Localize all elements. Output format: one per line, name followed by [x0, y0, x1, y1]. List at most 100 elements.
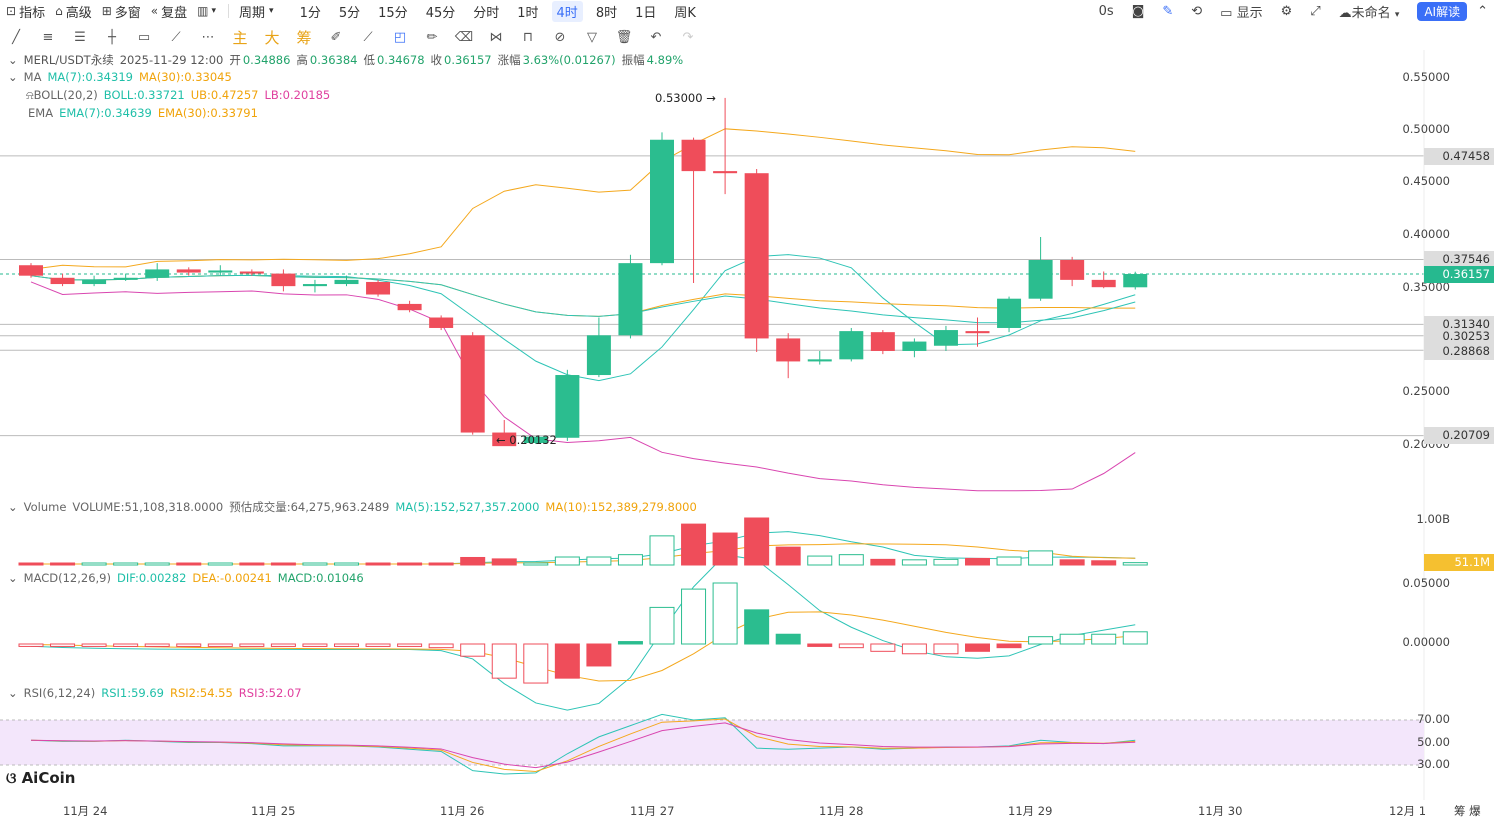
display-button[interactable]: ▭ 显示: [1220, 5, 1263, 21]
multi-window-button[interactable]: ⊞ 多窗: [101, 4, 141, 21]
candle-body: [1060, 260, 1085, 280]
eraser-icon[interactable]: ⌫: [454, 29, 474, 45]
high-annotation: 0.53000 →: [655, 91, 716, 105]
collapse-icon[interactable]: ⌄: [8, 53, 18, 67]
volume-tag-current: 51.1M: [1424, 554, 1494, 571]
volume-bar: [649, 535, 675, 566]
collapse-icon[interactable]: ⌄: [8, 500, 18, 514]
period-15m[interactable]: 15分: [378, 5, 408, 21]
macd-bar: [144, 643, 170, 647]
lock-icon[interactable]: ⊓: [522, 29, 534, 45]
macd-bar: [81, 643, 107, 647]
measure-icon[interactable]: ⟋: [363, 29, 373, 45]
ohlc-legend: ⌄ MERL/USDT永续 2025-11-29 12:00 开 0.34886 高 0.3…: [8, 53, 684, 67]
rsi-legend: ⌄ RSI(6,12,24) RSI1:59.69 RSI2:54.55 RSI3:52…: [8, 686, 302, 700]
candle-body: [492, 432, 517, 447]
collapse-icon[interactable]: ⌄: [8, 571, 18, 585]
macd-bar: [870, 643, 896, 652]
collapse-icon[interactable]: ⌄: [8, 686, 18, 700]
volume-bar: [176, 562, 202, 566]
period-8h[interactable]: 8时: [595, 5, 618, 21]
account-dropdown[interactable]: ☁未命名 ▾: [1338, 5, 1400, 21]
trash-icon[interactable]: 🗑: [615, 29, 633, 45]
period-weekly[interactable]: 周K: [674, 5, 696, 21]
logo-icon: ଓ: [6, 769, 17, 787]
period-45m[interactable]: 45分: [425, 5, 456, 21]
volume-bar: [207, 562, 233, 566]
volume-bar: [1122, 562, 1148, 566]
candlestick-icon: ▥: [197, 4, 209, 18]
parallel-lines-icon[interactable]: ≡: [42, 29, 54, 45]
pattern-icon[interactable]: ⋈: [489, 29, 503, 45]
price-axis-label: 0.40000: [1402, 227, 1450, 241]
collapse-icon[interactable]: ⌃: [1477, 3, 1488, 19]
candle-body: [271, 273, 296, 287]
ma7-line: [30, 254, 1136, 382]
price-tag-level: 0.28868: [1424, 343, 1494, 360]
big-order-button[interactable]: 大: [264, 28, 280, 47]
candle-body: [366, 281, 391, 295]
macd-bar: [901, 643, 927, 655]
undo-icon[interactable]: ↶: [650, 29, 662, 45]
period-dropdown[interactable]: 周期 ▾: [239, 5, 274, 21]
magnet-icon[interactable]: ⊘: [554, 29, 566, 45]
settings-icon[interactable]: ⚙: [1280, 3, 1293, 19]
redo-icon[interactable]: ↷: [682, 29, 694, 45]
filter-icon[interactable]: ▽: [587, 29, 597, 45]
drawing-toolbar: ╱ ≡ ☰ ┼ ▭ ⟋ ⋯ 主 大 筹 ✐ ⟋ ◰ ✏ ⌫ ⋈ ⊓ ⊘ ▽ 🗑 …: [0, 26, 800, 48]
grid-icon: ⊞: [101, 4, 112, 18]
ai-interpret-button[interactable]: AI解读: [1417, 1, 1468, 21]
ruler-icon[interactable]: ✏: [426, 29, 438, 45]
macd-bar: [1122, 631, 1148, 645]
callout-icon[interactable]: ◰: [393, 29, 407, 45]
horizontal-line-icon[interactable]: ┼: [108, 29, 116, 45]
ray-icon[interactable]: ⟋: [171, 29, 181, 45]
rectangle-icon[interactable]: ▭: [137, 29, 151, 45]
candle-body: [176, 269, 201, 273]
period-4h[interactable]: 4时: [551, 0, 583, 22]
volume-bar: [50, 562, 76, 566]
candle-body: [19, 265, 43, 276]
macd-bar: [1059, 633, 1085, 645]
main-force-button[interactable]: 主: [232, 28, 248, 47]
bottom-tools[interactable]: 筹 爆: [1454, 804, 1481, 818]
macd-bar: [491, 643, 517, 679]
volume-legend: ⌄ Volume VOLUME:51,108,318.0000 预估成交量:64,27…: [8, 500, 697, 514]
chevron-down-icon: ▾: [269, 6, 274, 16]
collapse-icon[interactable]: ⌄: [8, 70, 18, 84]
period-1h[interactable]: 1时: [517, 5, 539, 21]
volume-bar: [270, 562, 296, 566]
volume-bar: [870, 558, 896, 566]
undo-box-icon[interactable]: ⟲: [1191, 3, 1203, 19]
rewind-icon: «: [150, 4, 159, 18]
replay-button[interactable]: «复盘: [150, 4, 188, 21]
brush-icon[interactable]: ✐: [330, 29, 342, 45]
date-label: 11月 27: [630, 804, 675, 818]
period-5m[interactable]: 5分: [338, 5, 361, 21]
pencil-icon[interactable]: ✎: [1162, 3, 1174, 19]
period-timeshare[interactable]: 分时: [473, 5, 500, 21]
period-1d[interactable]: 1日: [635, 5, 657, 21]
cloud-icon: ☁: [1338, 5, 1352, 21]
advanced-button[interactable]: ⌂ 高级: [55, 4, 92, 21]
macd-bar: [807, 643, 833, 647]
macd-bar: [239, 643, 265, 647]
chips-button[interactable]: 筹: [296, 28, 312, 47]
fullscreen-icon[interactable]: ⤢: [1310, 3, 1321, 19]
volume-bar: [775, 546, 801, 566]
macd-bar: [270, 643, 296, 647]
price-tag-level: 0.37546: [1424, 251, 1494, 268]
volume-bar: [81, 562, 107, 566]
period-1m[interactable]: 1分: [299, 5, 321, 21]
volume-bar: [460, 556, 486, 566]
camera-icon[interactable]: ◙: [1131, 3, 1145, 19]
dots-icon[interactable]: ⋯: [201, 29, 215, 45]
indicators-button[interactable]: ⊡ 指标: [6, 4, 46, 21]
volume-bar: [901, 559, 927, 566]
chart-type-button[interactable]: ▥ ▾: [197, 4, 216, 18]
volume-bar: [617, 554, 643, 566]
horizontal-lines-icon[interactable]: ☰: [74, 29, 86, 45]
line-tool-icon[interactable]: ╱: [12, 29, 20, 45]
macd-bar: [933, 643, 959, 655]
